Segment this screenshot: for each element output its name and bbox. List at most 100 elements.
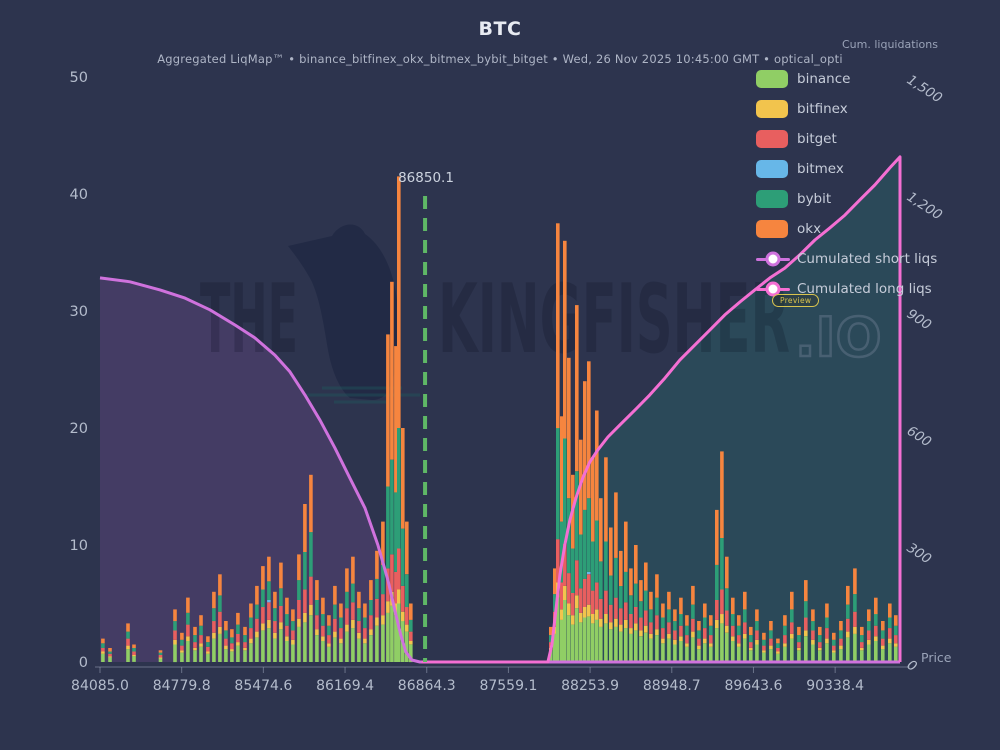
liq-bar-bitfinex — [405, 624, 409, 632]
liq-bar-bitget — [762, 645, 766, 651]
liq-bar-bitfinex — [369, 629, 373, 635]
liq-bar-bitget — [720, 589, 724, 615]
liq-bar-binance — [614, 626, 618, 662]
bitget-swatch — [756, 130, 788, 148]
liq-bar-bybit — [609, 575, 613, 605]
liq-bar-binance — [386, 612, 390, 662]
liq-bar-bitfinex — [401, 611, 405, 622]
legend-item-bitfinex[interactable]: bitfinex — [756, 94, 966, 124]
liq-bar-bitfinex — [351, 619, 355, 629]
preview-badge[interactable]: Preview — [772, 294, 820, 307]
liq-bar-binance — [556, 597, 560, 662]
liq-bar-bitget — [595, 582, 599, 610]
liq-bar-bitfinex — [894, 643, 898, 647]
y-left-tick-label: 40 — [70, 187, 88, 203]
liq-bar-bybit — [673, 621, 677, 631]
liq-bar-bitfinex — [825, 638, 829, 644]
liq-bar-bybit — [405, 574, 409, 608]
liq-bar-bitget — [291, 630, 295, 640]
liq-bar-okx — [230, 629, 234, 638]
liq-bar-binance — [679, 640, 683, 662]
liq-bar-binance — [860, 650, 864, 662]
liq-bar-bybit — [553, 594, 557, 612]
liq-bar-binance — [553, 633, 557, 662]
liq-bar-binance — [725, 632, 729, 663]
liq-bar-bitget — [409, 631, 413, 641]
liq-bar-binance — [634, 630, 638, 662]
liq-bar-binance — [212, 638, 216, 662]
liq-bar-binance — [888, 643, 892, 662]
liq-bar-bitget — [230, 643, 234, 650]
liq-bar-bitget — [126, 638, 130, 646]
legend-item-okx[interactable]: okx — [756, 214, 966, 244]
liq-bar-okx — [811, 609, 815, 622]
liq-bar-bybit — [619, 586, 623, 609]
liq-bar-bitfinex — [291, 639, 295, 645]
liq-bar-binance — [697, 649, 701, 662]
liq-bar-binance — [832, 652, 836, 662]
liq-bar-binance — [894, 646, 898, 662]
liq-bar-binance — [731, 640, 735, 662]
liq-bar-binance — [158, 658, 163, 662]
liq-bar-okx — [224, 621, 228, 631]
liq-bar-binance — [583, 617, 587, 662]
liq-bar-okx — [291, 609, 295, 622]
liq-bar-bybit — [345, 591, 349, 609]
liq-bar-bybit — [567, 498, 571, 574]
liq-bar-binance — [291, 644, 295, 663]
liq-bar-bitfinex — [303, 612, 307, 623]
legend-item-binance[interactable]: binance — [756, 64, 966, 94]
legend-item-bybit[interactable]: bybit — [756, 184, 966, 214]
x-tick-label: 89643.6 — [725, 678, 783, 694]
liq-bar-bybit — [158, 652, 163, 655]
liq-bar-bybit — [583, 509, 587, 579]
liq-bar-bitfinex — [743, 633, 747, 639]
liq-bar-bitget — [853, 611, 857, 627]
liq-bar-binance — [703, 643, 707, 662]
liq-bar-okx — [345, 568, 349, 592]
liq-bar-binance — [309, 615, 313, 662]
liq-bar-bitget — [755, 630, 759, 640]
liq-bar-bybit — [697, 630, 701, 639]
liq-bar-bitget — [339, 628, 343, 639]
liq-bar-bybit — [285, 614, 289, 626]
liq-bar-okx — [158, 650, 163, 653]
liq-bar-bybit — [703, 617, 707, 628]
liq-bar-bybit — [579, 534, 583, 589]
liq-bar-bitfinex — [206, 651, 210, 654]
liq-bar-bitget — [563, 543, 567, 586]
liq-bar-bitfinex — [158, 657, 163, 659]
liq-bar-binance — [279, 629, 283, 662]
legend-item-cumulated-short-liqs[interactable]: Cumulated short liqs — [756, 244, 966, 274]
liq-bar-bitget — [697, 638, 701, 646]
liq-bar-okx — [599, 498, 603, 562]
legend-label: binance — [797, 71, 851, 87]
liq-bar-binance — [173, 644, 177, 663]
liq-bar-okx — [218, 574, 222, 596]
liq-bar-bitfinex — [327, 643, 331, 647]
liq-bar-bitget — [236, 633, 240, 643]
liq-bar-binance — [230, 651, 234, 662]
liq-bar-binance — [709, 646, 713, 662]
liq-bar-bybit — [339, 617, 343, 628]
liq-bar-bybit — [556, 428, 560, 540]
liq-bar-okx — [629, 568, 633, 596]
liq-bar-okx — [193, 626, 197, 636]
liq-bar-bybit — [667, 609, 671, 623]
legend-item-bitmex[interactable]: bitmex — [756, 154, 966, 184]
liq-bar-binance — [629, 633, 633, 662]
liq-bar-binance — [655, 635, 659, 662]
liq-bar-okx — [401, 428, 405, 529]
liq-bar-bitget — [249, 628, 253, 639]
liq-bar-okx — [639, 580, 643, 602]
liq-bar-bitfinex — [629, 628, 633, 634]
liq-bar-bybit — [243, 635, 247, 643]
liq-bar-bybit — [790, 609, 794, 623]
liq-bar-bybit — [867, 621, 871, 631]
liq-bar-okx — [685, 615, 689, 626]
legend-label: Cumulated short liqs — [797, 251, 938, 267]
liq-bar-bitfinex — [867, 639, 871, 645]
liq-bar-okx — [867, 609, 871, 622]
legend-item-bitget[interactable]: bitget — [756, 124, 966, 154]
liq-bar-bitget — [661, 628, 665, 639]
